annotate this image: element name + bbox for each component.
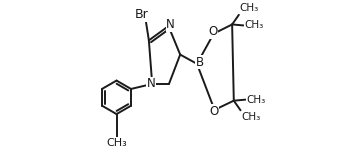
Text: CH₃: CH₃ [245, 20, 264, 30]
Text: CH₃: CH₃ [241, 112, 260, 122]
Text: N: N [146, 77, 155, 90]
Text: CH₃: CH₃ [106, 138, 127, 148]
Text: CH₃: CH₃ [246, 95, 265, 105]
Text: O: O [209, 105, 218, 118]
Text: N: N [166, 18, 175, 31]
Text: CH₃: CH₃ [240, 3, 259, 13]
Text: B: B [195, 56, 203, 69]
Text: Br: Br [135, 8, 149, 21]
Text: O: O [208, 25, 218, 39]
